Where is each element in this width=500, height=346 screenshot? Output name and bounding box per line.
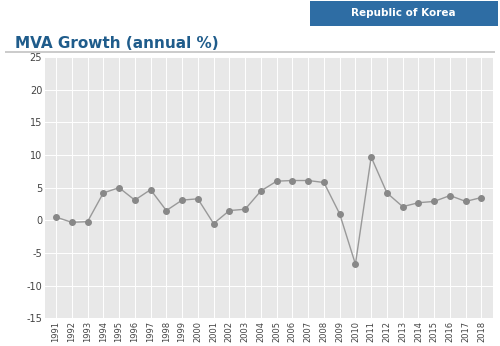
Text: MVA Growth (annual %): MVA Growth (annual %)	[15, 36, 218, 51]
Text: Republic of Korea: Republic of Korea	[352, 9, 456, 18]
